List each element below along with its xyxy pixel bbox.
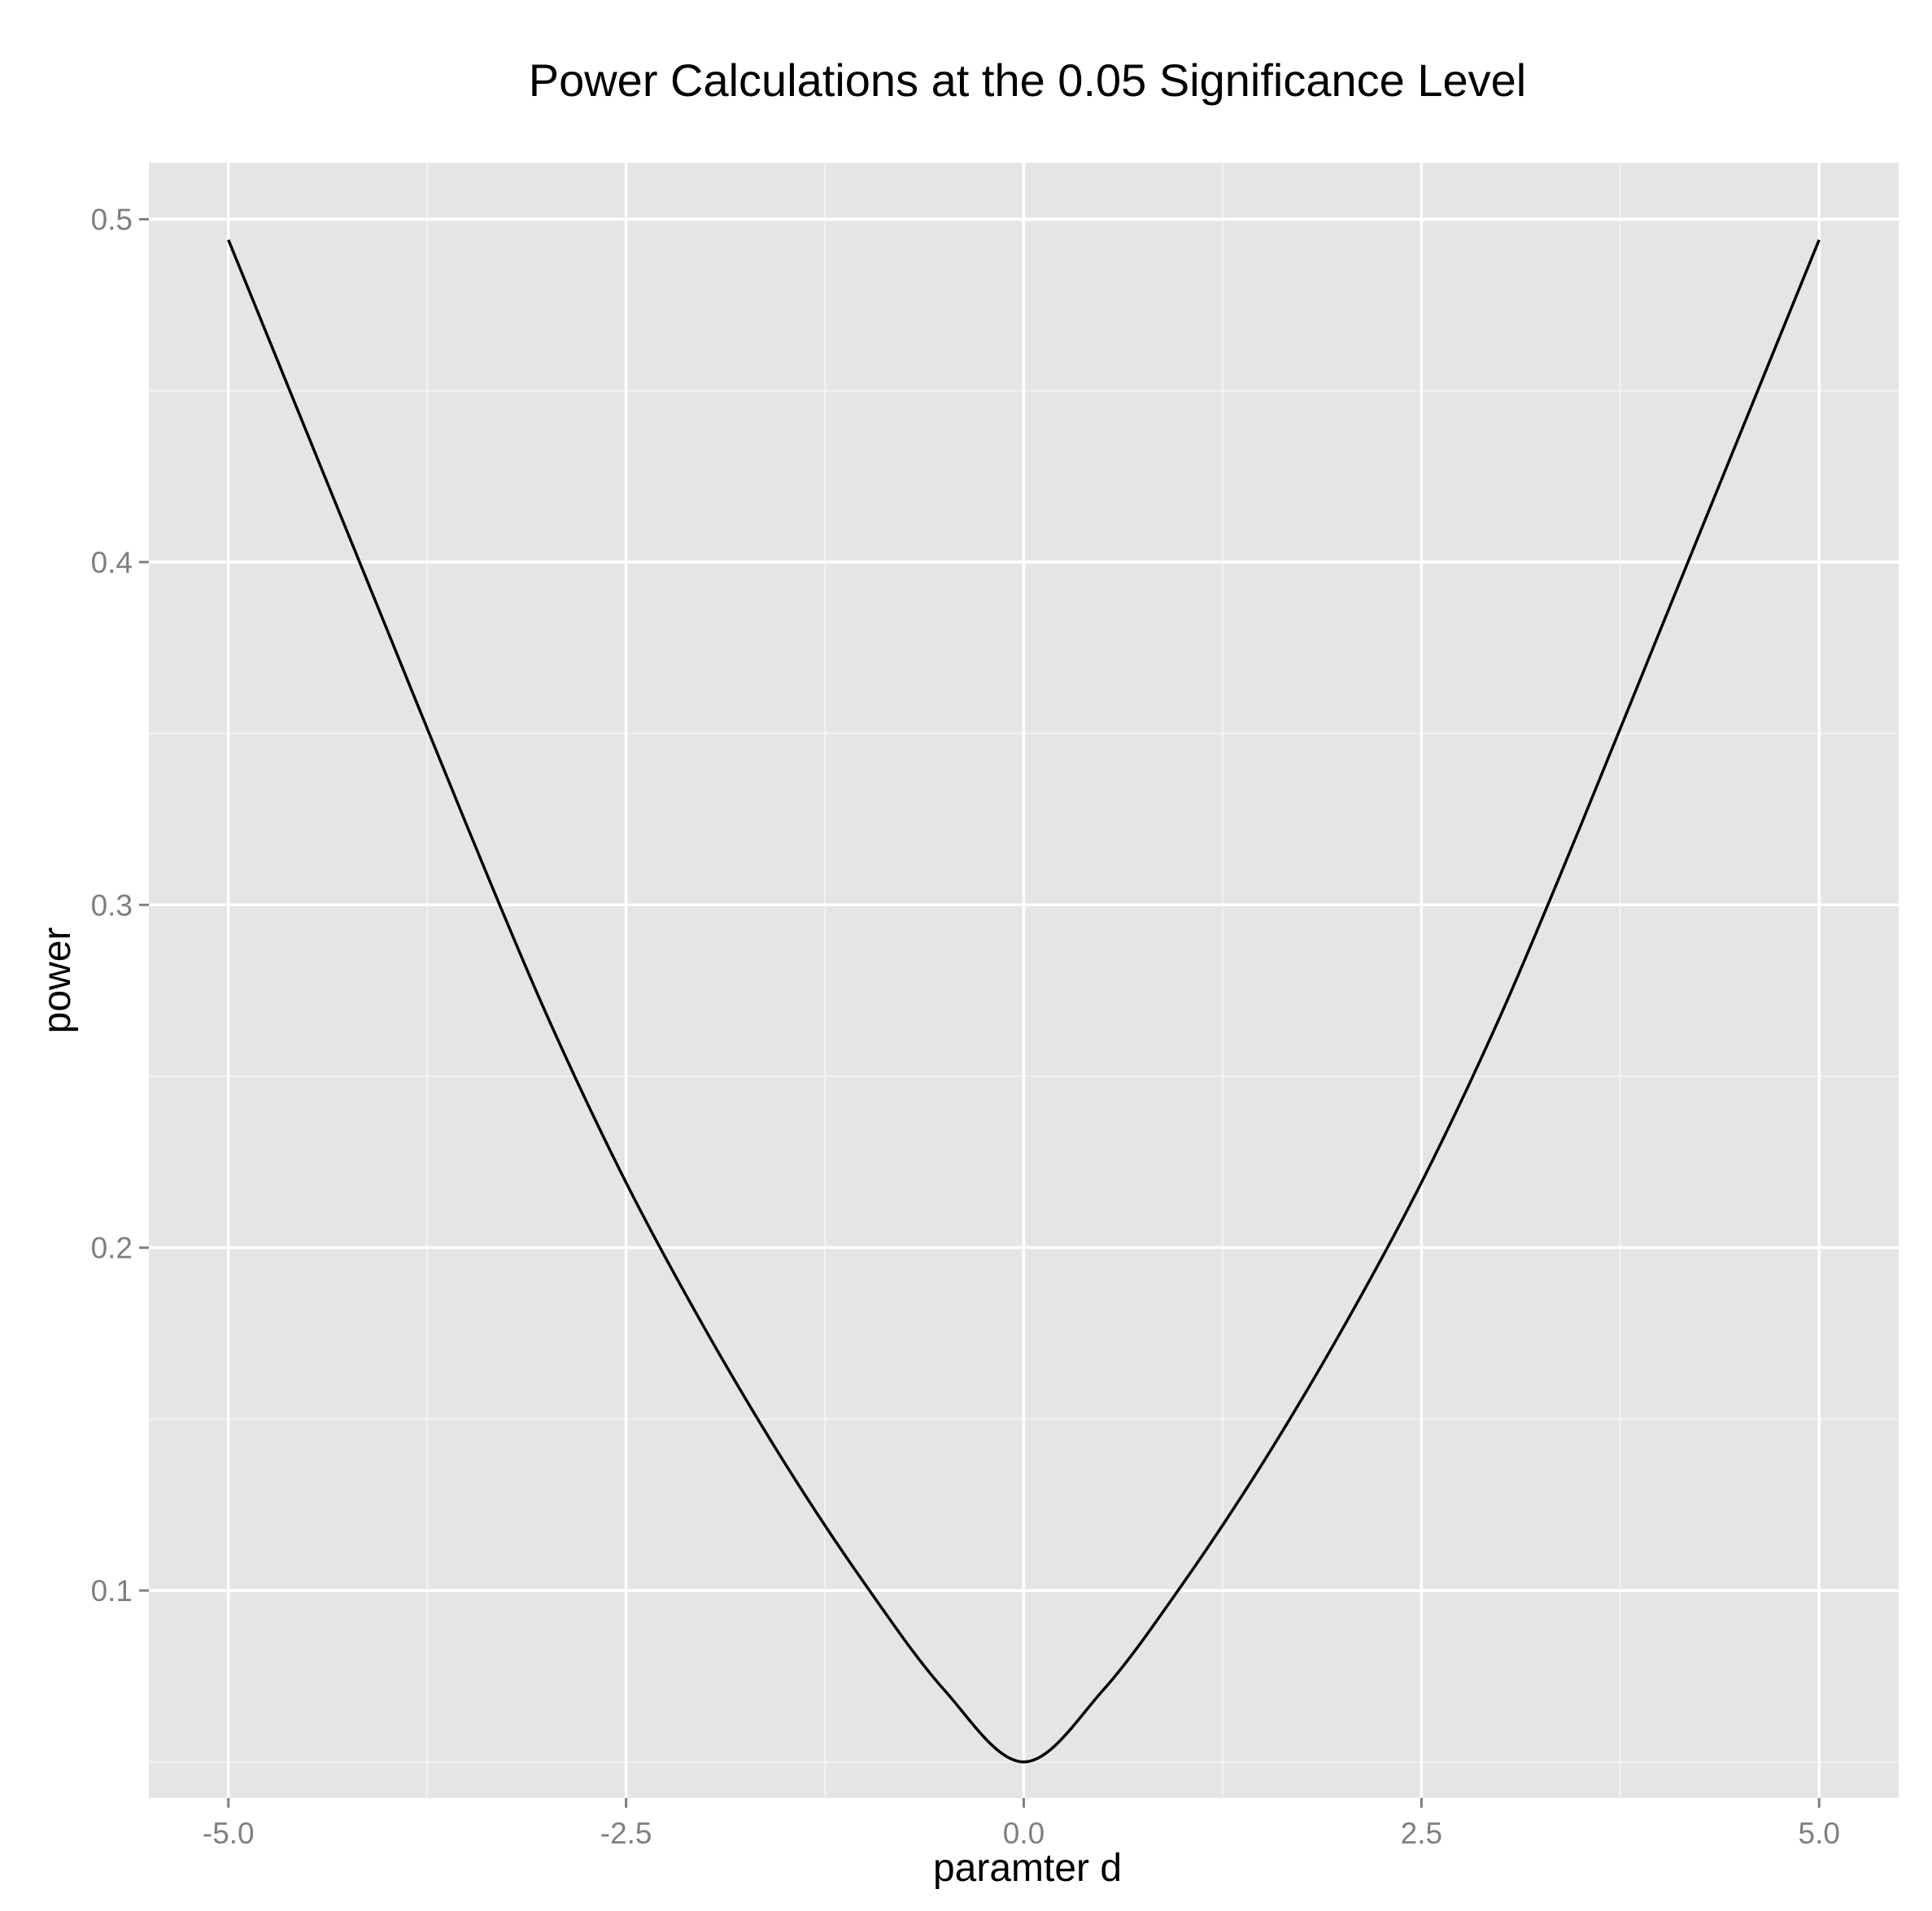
- x-tick-label: -5.0: [203, 1817, 255, 1850]
- x-tick-label: 2.5: [1401, 1817, 1442, 1850]
- y-axis-title: power: [36, 927, 79, 1034]
- x-tick-label: 5.0: [1799, 1817, 1840, 1850]
- y-tick-label: 0.1: [91, 1574, 133, 1608]
- power-curve-line: [227, 239, 1821, 1764]
- major-gridlines: [149, 163, 1899, 1798]
- y-axis: 0.1 0.2 0.3 0.4 0.5: [91, 203, 149, 1608]
- y-tick-label: 0.3: [91, 888, 133, 922]
- x-tick-label: -2.5: [600, 1817, 652, 1850]
- x-tick-label: 0.0: [1003, 1817, 1045, 1850]
- x-axis: -5.0 -2.5 0.0 2.5 5.0: [203, 1798, 1840, 1850]
- y-tick-label: 0.4: [91, 546, 133, 579]
- chart-title: Power Calculations at the 0.05 Significa…: [529, 55, 1527, 106]
- y-tick-label: 0.5: [91, 203, 133, 237]
- x-axis-title: paramter d: [933, 1847, 1122, 1890]
- y-tick-label: 0.2: [91, 1232, 133, 1265]
- series-layer: [227, 239, 1821, 1764]
